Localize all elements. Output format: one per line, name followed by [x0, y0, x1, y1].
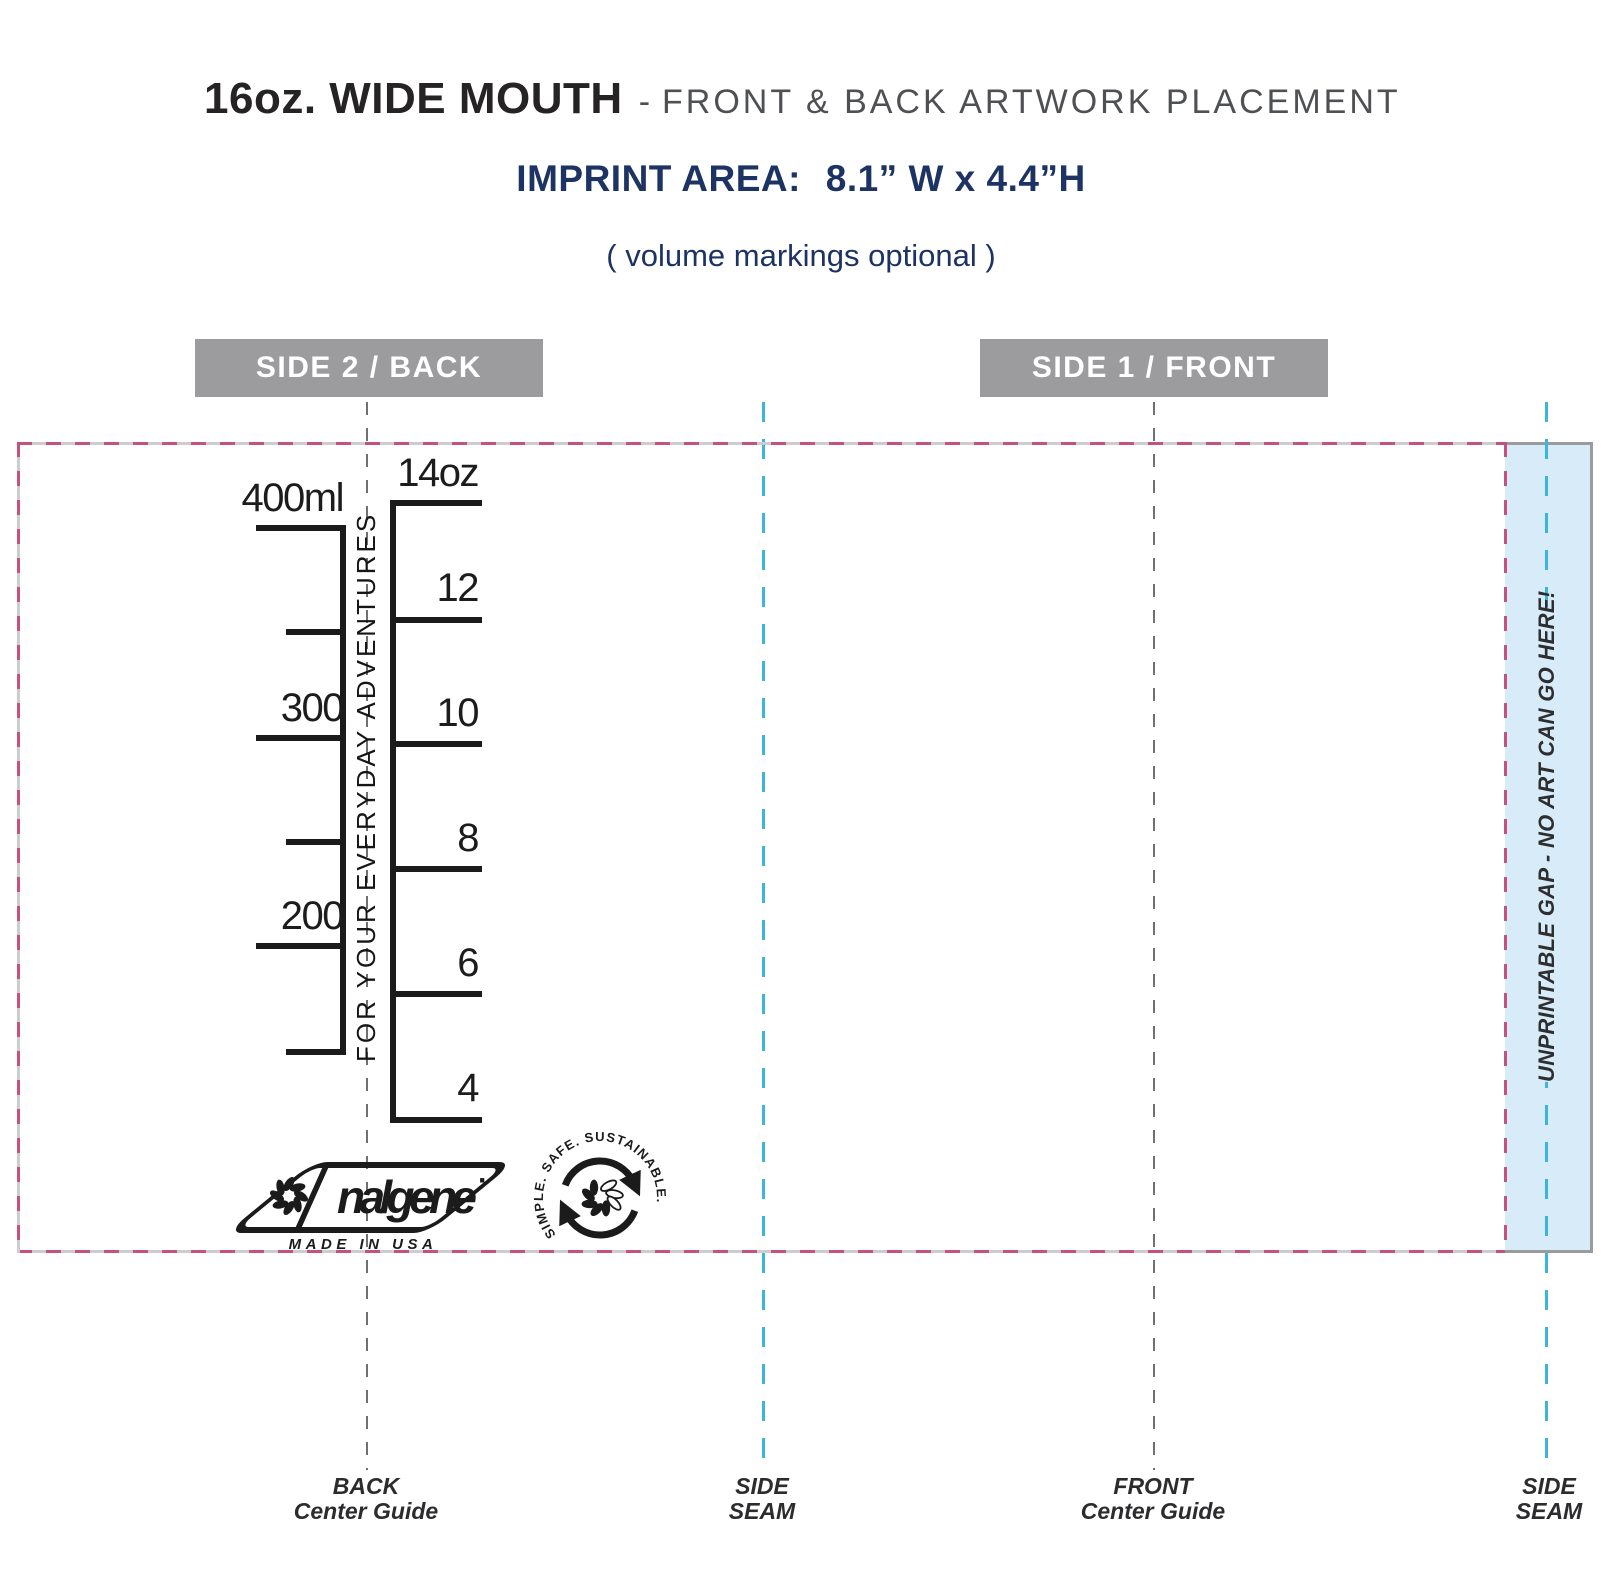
seam2-label-line2: SEAM: [1515, 1498, 1583, 1524]
nalgene-wordmark-dot: ·: [478, 1164, 488, 1197]
back-center-guide-label: BACK Center Guide: [256, 1474, 476, 1524]
page-title: 16oz. WIDE MOUTH - FRONT & BACK ARTWORK …: [204, 74, 1401, 124]
badge-pinwheel-icon: [581, 1179, 624, 1217]
ml-scale-axis: [340, 525, 346, 1055]
oz-tick-12: [392, 617, 482, 623]
oz-scale-axis: [390, 500, 396, 1123]
front-label-line1: FRONT: [1113, 1473, 1193, 1499]
front-label-line2: Center Guide: [1080, 1498, 1226, 1524]
ml-tick-200: [256, 943, 346, 949]
front-center-guide-label: FRONT Center Guide: [1043, 1474, 1263, 1524]
nalgene-slash: [294, 1162, 330, 1233]
ml-tick-300: [256, 735, 346, 741]
side-seam-line-left: [762, 402, 765, 1470]
sustainability-badge: SIMPLE. SAFE. SUSTAINABLE.: [531, 1129, 669, 1242]
volume-markings-note: ( volume markings optional ): [606, 238, 996, 273]
oz-tick-14: [392, 500, 482, 506]
seam2-label-line1: SIDE: [1522, 1473, 1576, 1499]
badge-arrow-top: [561, 1157, 641, 1197]
slogan-vertical-text: FOR YOUR EVERYDAY ADVENTURES: [349, 511, 383, 1062]
imprint-border-top: [17, 442, 1505, 445]
oz-label-6: 6: [457, 941, 479, 985]
side-seam-left-label: SIDE SEAM: [652, 1474, 872, 1524]
imprint-area-size: 8.1” W x 4.4”H: [825, 158, 1086, 199]
seam1-label-line2: SEAM: [728, 1498, 796, 1524]
title-subtitle: FRONT & BACK ARTWORK PLACEMENT: [662, 83, 1401, 121]
oz-label-10: 10: [436, 691, 480, 735]
nalgene-logo-frame: [235, 1162, 505, 1233]
unprintable-gap-vertical-text: UNPRINTABLE GAP - NO ART CAN GO HERE!: [1530, 591, 1563, 1082]
made-in-usa-text: MADE IN USA: [288, 1236, 438, 1253]
ml-tick-250: [286, 839, 346, 845]
oz-label-14: 14oz: [397, 451, 479, 495]
imprint-border-left: [17, 442, 20, 1253]
badge-curved-text: SIMPLE. SAFE. SUSTAINABLE.: [531, 1129, 669, 1242]
nalgene-logo: nalgene ·: [235, 1162, 505, 1233]
imprint-area-heading: IMPRINT AREA: 8.1” W x 4.4”H: [0, 158, 1602, 200]
nalgene-pinwheel-icon: [270, 1177, 308, 1215]
oz-label-12: 12: [436, 566, 480, 610]
back-label-line1: BACK: [332, 1473, 400, 1499]
oz-label-8: 8: [457, 816, 479, 860]
nalgene-wordmark: nalgene: [337, 1171, 476, 1223]
oz-tick-4: [392, 1117, 482, 1123]
back-center-guide-line: [366, 402, 368, 1470]
unprintable-gap-text: UNPRINTABLE GAP - NO ART CAN GO HERE!: [1530, 591, 1563, 1082]
unprintable-gap-left-dash: [1504, 442, 1507, 1253]
imprint-area-label: IMPRINT AREA:: [516, 158, 801, 199]
oz-tick-8: [392, 866, 482, 872]
side-seam-right-label: SIDE SEAM: [1439, 1474, 1602, 1524]
ml-tick-150: [286, 1049, 346, 1055]
badge-arrow-bottom: [559, 1199, 639, 1239]
ml-tick-350: [286, 629, 346, 635]
back-label-line2: Center Guide: [293, 1498, 439, 1524]
seam1-label-line1: SIDE: [735, 1473, 789, 1499]
product-name: 16oz. WIDE MOUTH: [204, 74, 623, 123]
oz-label-4: 4: [457, 1066, 479, 1110]
imprint-border-bottom: [17, 1250, 1505, 1253]
ml-label-200: 200: [280, 894, 345, 938]
side1-front-bar: SIDE 1 / FRONT: [980, 339, 1328, 397]
title-separator: -: [638, 83, 651, 121]
front-center-guide-line: [1153, 402, 1155, 1470]
side2-back-bar: SIDE 2 / BACK: [195, 339, 543, 397]
oz-tick-10: [392, 741, 482, 747]
ml-label-300: 300: [280, 686, 345, 730]
oz-tick-6: [392, 991, 482, 997]
ml-tick-400: [256, 525, 346, 531]
slogan-text: FOR YOUR EVERYDAY ADVENTURES: [351, 511, 381, 1062]
ml-label-400: 400ml: [241, 476, 345, 520]
